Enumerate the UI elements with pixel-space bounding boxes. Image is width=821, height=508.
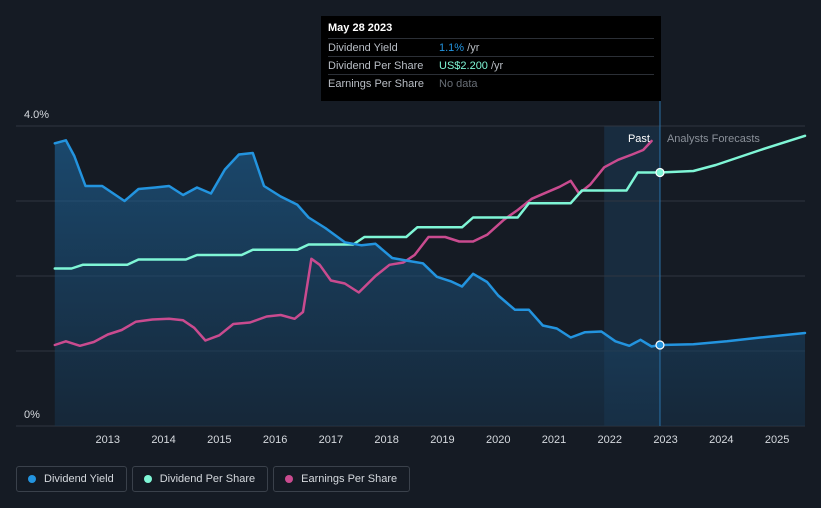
tooltip-row-dividend-per-share: Dividend Per Share US$2.200 /yr	[328, 57, 654, 75]
dividend-per-share-marker	[655, 167, 665, 178]
x-tick-label: 2021	[542, 434, 566, 446]
tooltip-unit: /yr	[464, 42, 480, 54]
x-tick-label: 2015	[207, 434, 231, 446]
tooltip-label: Earnings Per Share	[328, 78, 424, 90]
x-axis-ticks: 2013 2014 2015 2016 2017 2018 2019 2020 2021 2022…	[96, 434, 790, 446]
x-tick-label: 2023	[653, 434, 677, 446]
x-tick-label: 2013	[96, 434, 120, 446]
y-tick-label: 0%	[24, 409, 40, 421]
dividend-yield-fill	[54, 140, 806, 427]
legend-dividend-yield[interactable]: Dividend Yield	[16, 466, 127, 492]
y-axis-ticks: 4.0% 0%	[24, 109, 49, 421]
x-tick-label: 2018	[374, 434, 398, 446]
tooltip-date: May 28 2023	[328, 22, 654, 39]
chart-legend: Dividend Yield Dividend Per Share Earnin…	[16, 466, 411, 492]
series-markers	[655, 167, 665, 350]
earnings-per-share-line	[53, 139, 653, 348]
legend-earnings-per-share[interactable]: Earnings Per Share	[273, 466, 411, 492]
x-tick-label: 2017	[319, 434, 343, 446]
x-tick-label: 2025	[765, 434, 789, 446]
forecast-label: Analysts Forecasts	[667, 133, 760, 145]
tooltip-label: Dividend Yield	[328, 42, 398, 54]
legend-dot-icon	[285, 475, 294, 483]
tooltip-value: US$2.200	[439, 60, 488, 72]
x-tick-label: 2022	[598, 434, 622, 446]
dividend-yield-area	[54, 140, 806, 427]
tooltip-row-earnings-per-share: Earnings Per Share No data	[328, 75, 654, 92]
tooltip-value: 1.1%	[439, 42, 465, 54]
legend-dot-icon	[28, 475, 36, 483]
tooltip-row-dividend-yield: Dividend Yield 1.1% /yr	[328, 39, 654, 57]
x-tick-label: 2014	[151, 434, 175, 446]
chart-tooltip: May 28 2023 Dividend Yield 1.1% /yr Divi…	[321, 16, 661, 101]
tooltip-unit: /yr	[487, 60, 504, 72]
x-tick-label: 2019	[430, 434, 454, 446]
x-tick-label: 2024	[709, 434, 733, 446]
past-label: Past	[628, 133, 650, 145]
dividend-yield-line	[53, 139, 807, 348]
legend-label: Dividend Per Share	[159, 473, 256, 485]
tooltip-value: No data	[439, 78, 478, 90]
tooltip-label: Dividend Per Share	[328, 60, 424, 72]
series-lines	[53, 134, 807, 348]
y-tick-label: 4.0%	[24, 109, 49, 121]
legend-label: Earnings Per Share	[301, 473, 398, 485]
dividend-yield-marker	[655, 340, 665, 350]
x-tick-label: 2016	[263, 434, 287, 446]
legend-dividend-per-share[interactable]: Dividend Per Share	[131, 466, 269, 492]
legend-dot-icon	[143, 475, 152, 483]
legend-label: Dividend Yield	[44, 473, 114, 485]
dividend-per-share-line	[53, 134, 807, 270]
x-tick-label: 2020	[486, 434, 510, 446]
